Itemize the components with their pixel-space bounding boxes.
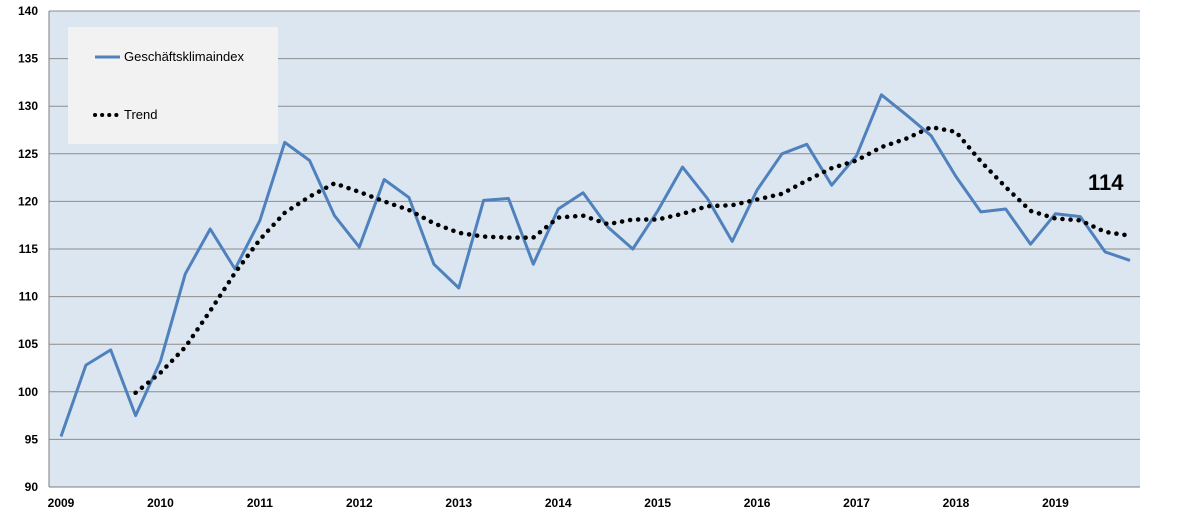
y-tick-label: 140 [18, 4, 38, 18]
x-axis-ticks: 2009 2010 2011 2012 2013 2014 2015 2016 2017 2018… [48, 496, 1069, 510]
y-tick-label: 100 [18, 385, 38, 399]
x-tick-label: 2015 [644, 496, 671, 510]
legend-label-trend: Trend [124, 107, 157, 122]
y-tick-label: 130 [18, 99, 38, 113]
series-layer [59, 93, 1133, 437]
x-tick-label: 2013 [445, 496, 472, 510]
y-tick-label: 105 [18, 337, 38, 351]
legend-box [68, 27, 278, 144]
x-tick-label: 2009 [48, 496, 75, 510]
x-tick-label: 2016 [744, 496, 771, 510]
latest-value-annotation: 114 [1088, 170, 1124, 195]
x-tick-label: 2014 [545, 496, 572, 510]
series-line-geschaeftsklimaindex [59, 93, 1131, 437]
x-tick-label: 2017 [843, 496, 870, 510]
y-tick-label: 110 [19, 290, 39, 304]
y-tick-label: 90 [25, 480, 39, 494]
y-tick-label: 135 [18, 52, 38, 66]
y-tick-label: 120 [18, 194, 38, 208]
y-tick-label: 95 [25, 432, 39, 446]
x-tick-label: 2010 [147, 496, 174, 510]
x-tick-label: 2011 [247, 496, 273, 510]
y-axis-ticks: 90 95 100 105 110 115 120 125 130 135 140 [18, 4, 38, 494]
x-tick-label: 2018 [943, 496, 970, 510]
y-tick-label: 115 [19, 242, 39, 256]
y-tick-label: 125 [18, 147, 38, 161]
x-tick-label: 2019 [1042, 496, 1069, 510]
x-tick-label: 2012 [346, 496, 373, 510]
legend-label-geschaeftsklimaindex: Geschäftsklimaindex [124, 49, 244, 64]
legend: Geschäftsklimaindex Trend [68, 27, 278, 144]
series-line-trend [133, 124, 1133, 396]
